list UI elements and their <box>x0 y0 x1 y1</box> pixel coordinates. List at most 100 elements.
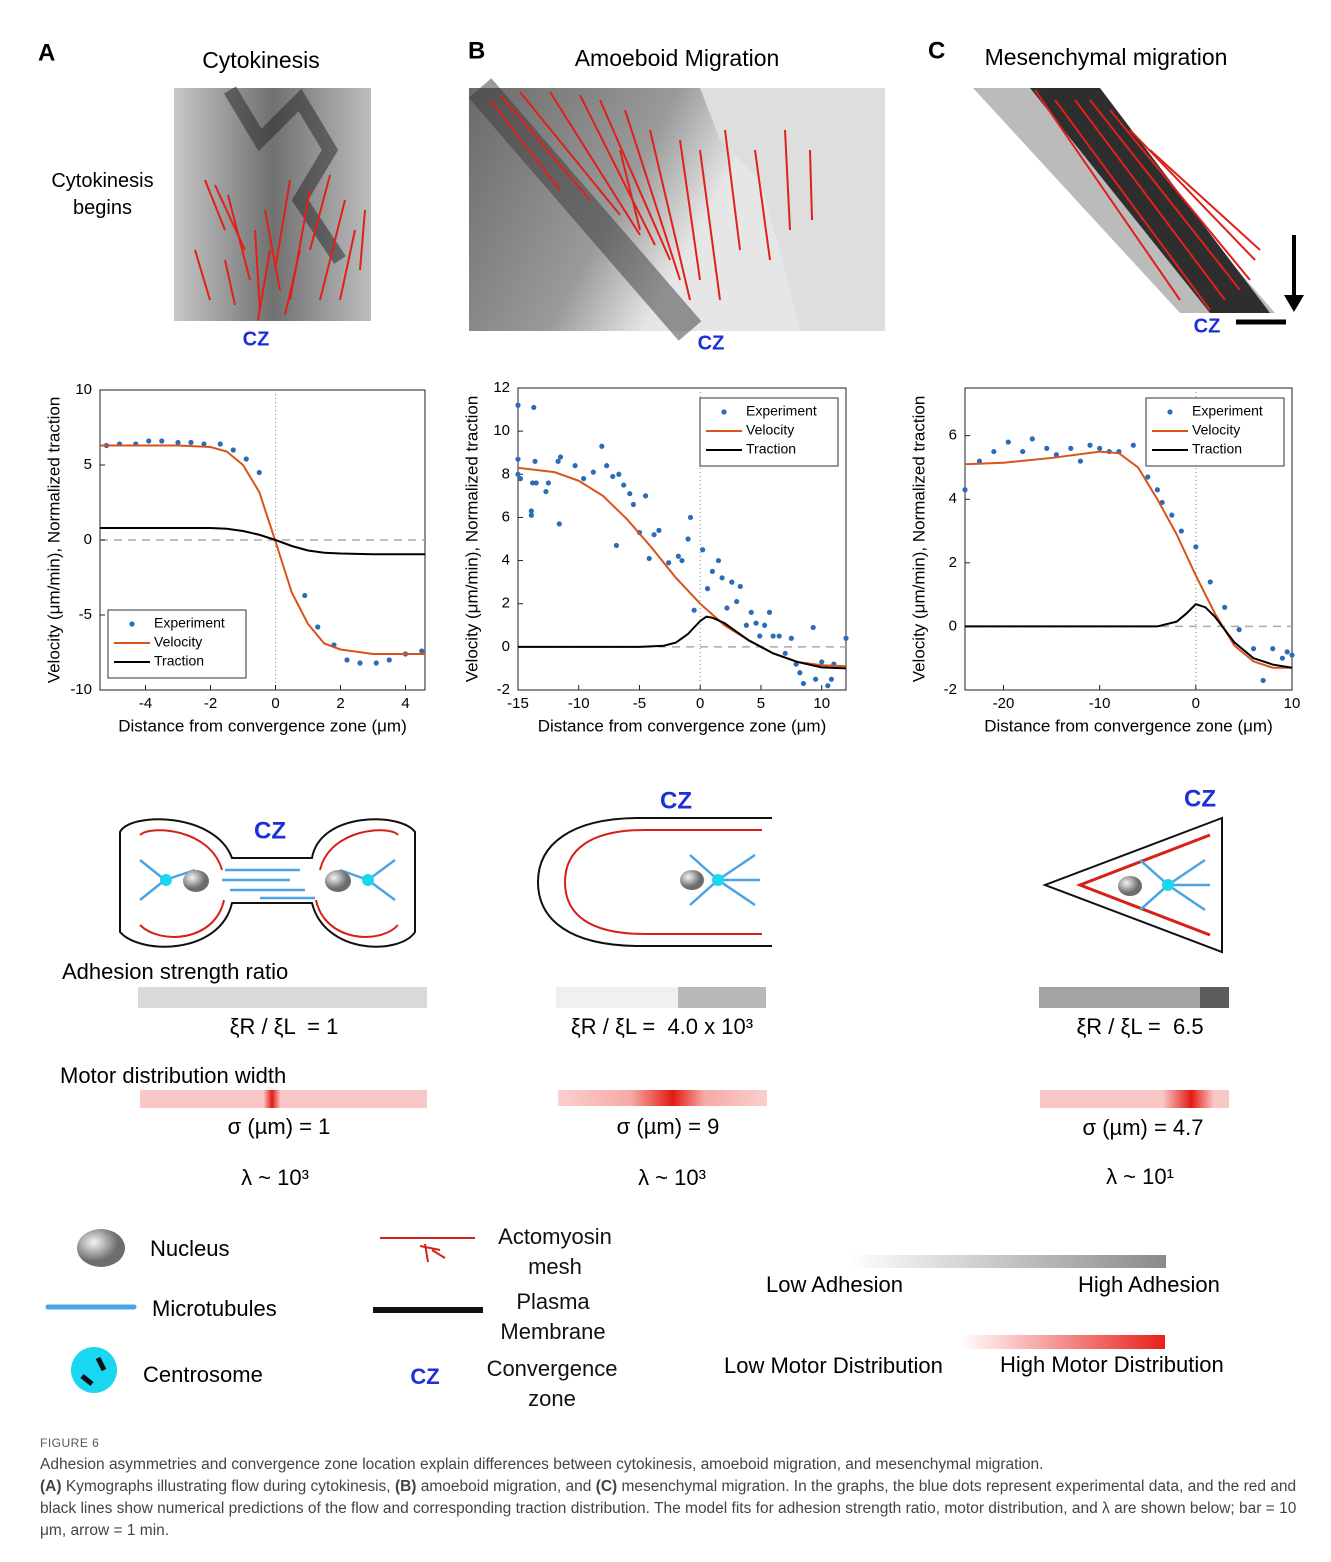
y-tick-label: -5 <box>79 606 92 623</box>
y-tick-label: 4 <box>502 552 510 569</box>
data-point <box>748 609 754 615</box>
x-tick-label: -5 <box>633 695 646 712</box>
data-point <box>1077 458 1084 464</box>
data-point <box>630 501 637 508</box>
kymograph-b <box>468 78 885 341</box>
data-point <box>545 480 551 486</box>
data-point <box>599 443 605 449</box>
data-point <box>613 542 620 549</box>
y-axis-label: Velocity (μm/min), Normalized traction <box>462 396 481 683</box>
legend-label: Experiment <box>1192 403 1263 419</box>
series-line <box>100 527 425 556</box>
data-point <box>737 583 743 590</box>
data-point <box>1145 474 1151 480</box>
data-point <box>770 633 776 639</box>
data-point <box>709 568 715 574</box>
data-point <box>679 557 685 564</box>
data-point <box>230 447 236 453</box>
motor-gradient <box>960 1335 1165 1349</box>
data-point <box>302 592 308 599</box>
annotation-box: Cytokinesis begins <box>30 168 175 222</box>
data-point <box>991 448 997 455</box>
panel-title: Cytokinesis <box>202 47 320 73</box>
data-point <box>828 676 835 682</box>
data-point <box>797 670 803 676</box>
data-point <box>1279 655 1285 661</box>
data-point <box>604 463 610 469</box>
data-point <box>528 508 534 514</box>
data-point <box>776 633 782 639</box>
data-point <box>825 683 831 689</box>
cz-label: CZ <box>660 787 692 814</box>
data-point <box>1222 604 1228 610</box>
data-point <box>344 657 350 663</box>
row-label: Adhesion strength ratio <box>62 959 288 984</box>
data-point <box>666 560 672 566</box>
cell-mesenchymal <box>1042 816 1223 954</box>
adhesion-bar <box>1200 987 1229 1008</box>
panel-letter: C <box>928 37 945 64</box>
y-tick-label: 0 <box>949 617 957 634</box>
data-point <box>715 557 722 564</box>
cell-cytokinesis <box>119 818 416 948</box>
data-point <box>656 527 662 533</box>
x-tick-label: 0 <box>1192 695 1200 712</box>
data-point <box>800 680 807 687</box>
y-tick-label: 8 <box>502 465 510 482</box>
lambda-text: λ ~ 10¹ <box>1106 1164 1174 1189</box>
key-label: Centrosome <box>143 1362 263 1387</box>
data-point <box>1260 677 1266 684</box>
cz-label: CZ <box>698 332 725 354</box>
y-tick-label: 10 <box>75 381 92 398</box>
data-point <box>704 586 711 592</box>
data-point <box>729 579 735 585</box>
motor-bar <box>558 1090 767 1106</box>
data-point <box>627 491 633 497</box>
y-tick-label: -2 <box>497 681 510 698</box>
legend-label: Traction <box>154 653 204 669</box>
data-point <box>557 454 564 460</box>
data-point <box>843 635 849 641</box>
data-point <box>642 493 649 499</box>
annotation-text: Cytokinesis begins <box>51 170 154 219</box>
data-point <box>724 605 730 611</box>
data-point <box>517 476 524 482</box>
data-point <box>616 471 622 477</box>
data-point <box>810 624 816 631</box>
ratio-text: ξR / ξL = 6.5 <box>1076 1014 1203 1039</box>
data-point <box>1284 649 1290 655</box>
data-point <box>762 622 768 628</box>
data-point <box>976 458 983 464</box>
annotation: Cytokinesis begins <box>30 168 175 222</box>
y-tick-label: 4 <box>949 490 957 507</box>
data-point <box>766 609 773 615</box>
data-point <box>962 487 968 493</box>
legend-label: Traction <box>1192 441 1242 457</box>
cz-label: CZ <box>243 328 270 350</box>
kymograph-a <box>174 86 371 321</box>
ratio-text: ξR / ξL = 4.0 x 10³ <box>571 1014 753 1039</box>
data-point <box>515 456 521 462</box>
data-point <box>529 480 536 486</box>
caption-part: mesenchymal migration. In the graphs, th… <box>40 1478 1297 1539</box>
data-point <box>515 402 521 408</box>
caption-body: (A) Kymographs illustrating flow during … <box>40 1476 1302 1542</box>
chart: -15 -10 -5 0 5 10 -2 0 2 4 6 8 10 12 Distance from con… <box>462 379 849 735</box>
data-point <box>159 438 165 444</box>
y-tick-label: 5 <box>84 456 92 473</box>
legend-marker <box>129 621 135 627</box>
data-point <box>813 676 819 682</box>
y-tick-label: 0 <box>502 638 510 655</box>
data-point <box>515 471 521 477</box>
adhesion-bar <box>1039 987 1200 1008</box>
legend-label: Experiment <box>154 615 225 631</box>
legend-marker <box>1167 409 1173 415</box>
legend-label: Experiment <box>746 403 817 419</box>
data-point <box>757 633 763 639</box>
data-point <box>590 469 596 475</box>
series-line <box>100 444 425 655</box>
data-point <box>1020 448 1026 455</box>
x-tick-label: 5 <box>757 695 765 712</box>
data-point <box>819 659 825 665</box>
